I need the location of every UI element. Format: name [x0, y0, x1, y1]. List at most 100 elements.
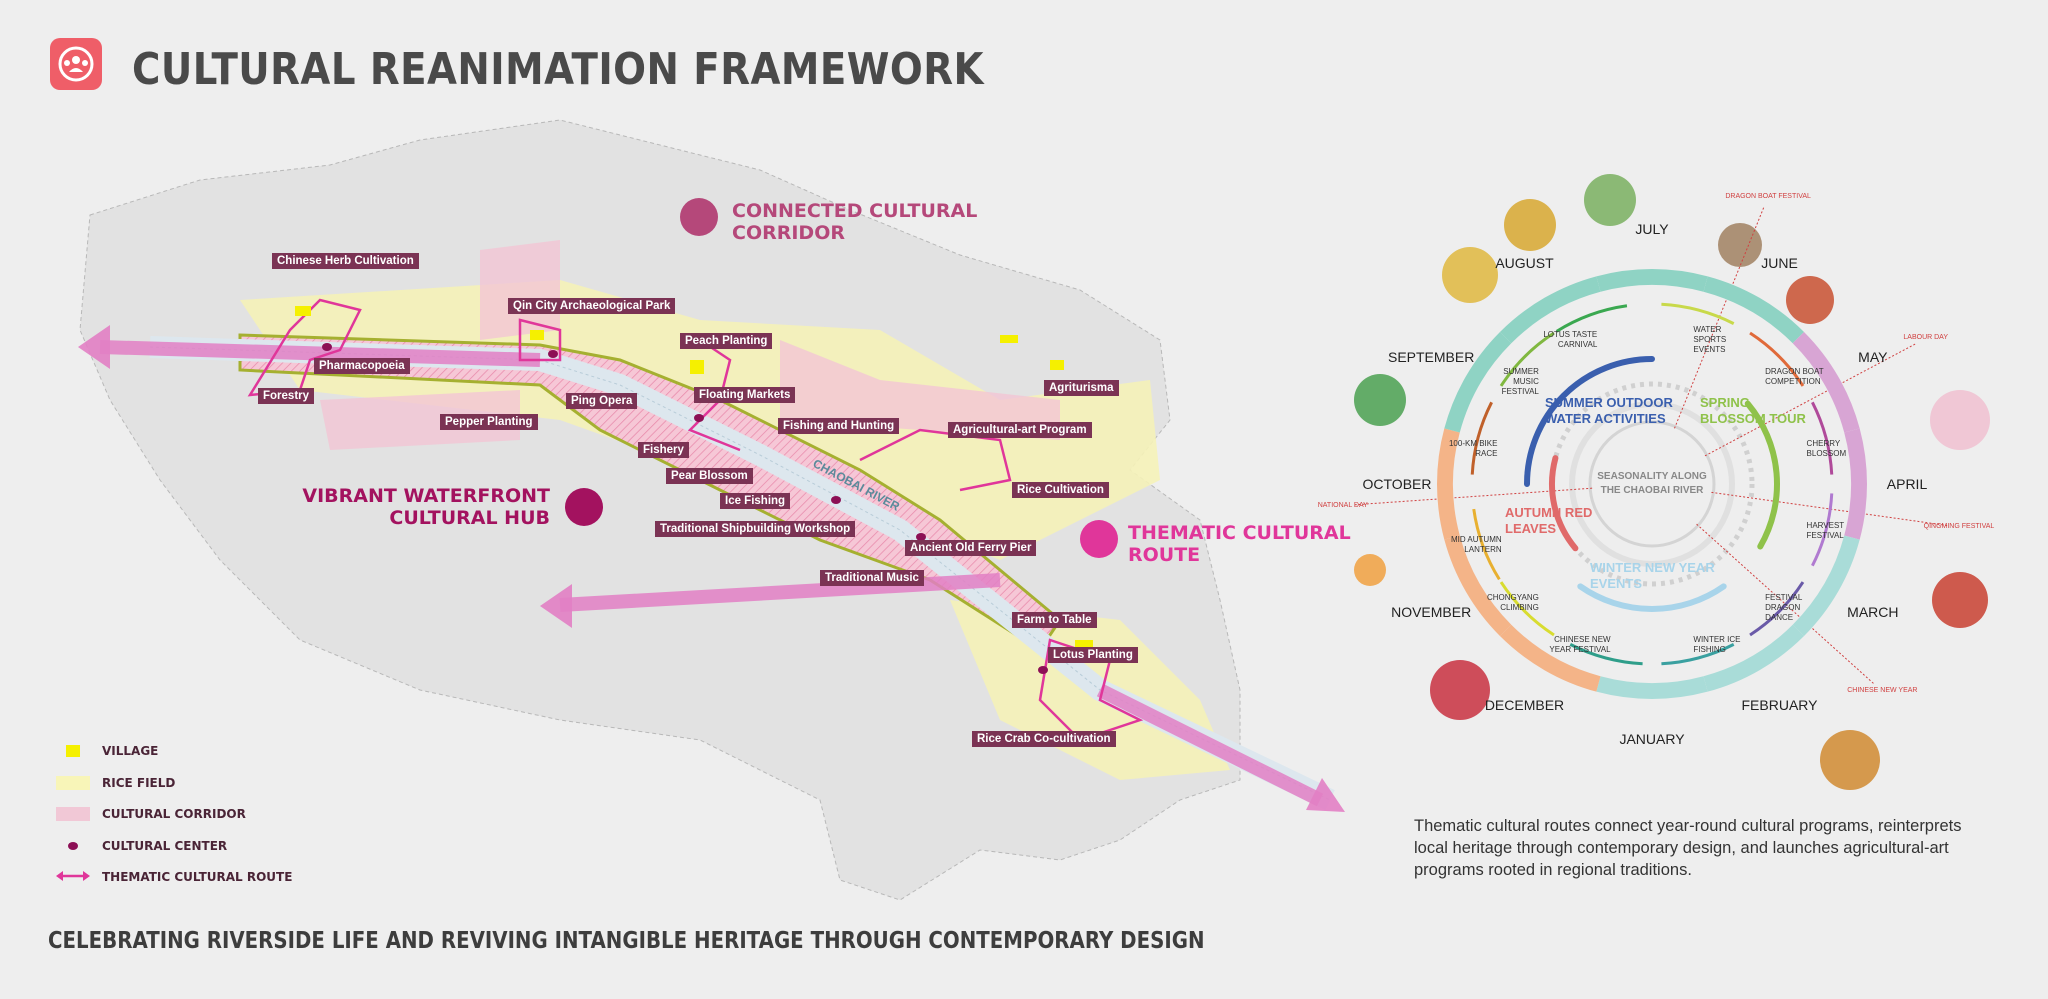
event-label: HARVEST FESTIVAL — [1806, 521, 1845, 541]
route-arrowhead — [1306, 778, 1345, 812]
holiday-label: DRAGON BOAT FESTIVAL — [1725, 192, 1811, 200]
map-label[interactable]: Pharmacopoeia — [314, 358, 410, 374]
map-label[interactable]: Ice Fishing — [720, 493, 791, 509]
map-label[interactable]: Peach Planting — [680, 333, 773, 349]
theme-label: AUTUMN RED LEAVES — [1505, 505, 1593, 536]
map-label[interactable]: Traditional Music — [820, 570, 924, 586]
event-arc — [1555, 304, 1628, 333]
month-label: OCTOBER — [1362, 476, 1432, 492]
map-label[interactable]: Ancient Old Ferry Pier — [905, 540, 1037, 556]
event-arc — [1499, 331, 1555, 387]
map-label[interactable]: Rice Crab Co-cultivation — [972, 731, 1116, 747]
field-road-icon — [680, 198, 718, 236]
event-arc — [1499, 581, 1555, 637]
holiday-line — [1704, 342, 1918, 457]
theme-arc — [1549, 455, 1579, 552]
month-band — [1844, 428, 1868, 540]
month-label: DECEMBER — [1484, 696, 1565, 713]
holiday-line — [1696, 523, 1876, 686]
theme-arc — [1524, 356, 1655, 487]
double-arrow-icon — [56, 869, 90, 883]
month-band — [1703, 276, 1805, 344]
map-label[interactable]: Ping Opera — [566, 393, 638, 409]
month-label: MARCH — [1847, 603, 1899, 620]
route-arrowhead — [540, 584, 572, 628]
page-subtitle: CELEBRATING RIVERSIDE LIFE AND REVIVING … — [48, 928, 1205, 954]
map-label[interactable]: Chinese Herb Cultivation — [272, 253, 419, 269]
month-label: APRIL — [1886, 476, 1928, 492]
holiday-line — [1711, 491, 1950, 527]
event-label: FESTIVAL DRAGON DANCE — [1765, 593, 1803, 623]
month-band — [1436, 428, 1460, 540]
description-text: Thematic cultural routes connect year-ro… — [1414, 817, 1962, 879]
holiday-label: LABOUR DAY — [1903, 334, 1949, 342]
month-label: JUNE — [1761, 255, 1798, 272]
event-label: CHERRY BLOSSOM — [1806, 438, 1847, 458]
theme-arc — [1577, 583, 1727, 612]
corridor-heading: CONNECTED CULTURAL CORRIDOR — [732, 200, 978, 244]
month-label: JANUARY — [1619, 731, 1685, 747]
map-label[interactable]: Fishing and Hunting — [778, 418, 900, 434]
event-label: DRAGON BOAT COMPETITION — [1765, 366, 1824, 386]
map-label[interactable]: Farm to Table — [1012, 612, 1097, 628]
event-arc — [1472, 508, 1501, 581]
people-group-icon — [50, 38, 102, 90]
holiday-label: CHINESE NEW YEAR — [1847, 687, 1918, 695]
map-label[interactable]: Qin City Archaeological Park — [508, 298, 676, 314]
event-label: SUMMER MUSIC FESTIVAL — [1501, 366, 1539, 396]
holiday-label: NATIONAL DAY — [1317, 501, 1368, 509]
map-label[interactable]: Agricultural-art Program — [948, 422, 1092, 438]
month-label: FEBRUARY — [1741, 696, 1818, 713]
map-label[interactable]: Fishery — [638, 442, 689, 458]
holiday-line — [1674, 205, 1765, 429]
map-label[interactable]: Pear Blossom — [666, 468, 753, 484]
month-band — [1596, 269, 1708, 292]
route-pin-icon — [1080, 520, 1118, 558]
event-arc — [1569, 643, 1643, 666]
event-arc — [1661, 302, 1735, 325]
holiday-label: QINGMING FESTIVAL — [1923, 523, 1995, 531]
map-label[interactable]: Agriturisma — [1044, 380, 1119, 396]
fan-icon — [565, 488, 603, 526]
month-band — [1499, 624, 1601, 692]
theme-arc — [1744, 400, 1780, 550]
event-arc — [1470, 401, 1493, 475]
event-label: WINTER ICE FISHING — [1693, 634, 1741, 654]
map-label[interactable]: Rice Cultivation — [1012, 482, 1109, 498]
event-arc — [1811, 493, 1834, 567]
cultural-corridor — [320, 240, 1060, 450]
event-arc — [1749, 581, 1805, 637]
map-label[interactable]: Forestry — [258, 388, 315, 404]
event-label: LOTUS TASTE CARNIVAL — [1543, 329, 1598, 349]
hub-heading: VIBRANT WATERFRONT CULTURAL HUB — [302, 485, 550, 529]
month-band — [1596, 676, 1708, 699]
event-label: CHINESE NEW YEAR FESTIVAL — [1549, 634, 1611, 654]
theme-label: WINTER NEW YEAR EVENTS — [1590, 560, 1715, 591]
event-label: CHONGYANG CLIMBING — [1487, 593, 1539, 613]
month-band — [1703, 624, 1805, 692]
event-label: 100-KM BIKE RACE — [1448, 438, 1498, 458]
event-label: WATER SPORTS EVENTS — [1693, 325, 1727, 355]
map-label[interactable]: Lotus Planting — [1048, 647, 1138, 663]
month-band — [1444, 331, 1512, 433]
route-arrows — [99, 340, 1324, 807]
month-label: NOVEMBER — [1391, 603, 1472, 620]
theme-label: SPRING BLOSSOM TOUR — [1700, 395, 1806, 426]
month-band — [1444, 535, 1512, 637]
month-label: AUGUST — [1495, 255, 1554, 272]
map-label[interactable]: Floating Markets — [694, 387, 796, 403]
wheel-center-title: THE CHAOBAI RIVER — [1601, 485, 1705, 496]
event-label: MID AUTUMN LANTERN — [1450, 534, 1502, 554]
map-label[interactable]: Pepper Planting — [440, 414, 538, 430]
month-label: SEPTEMBER — [1387, 348, 1475, 365]
event-arc — [1811, 401, 1834, 475]
route-heading: THEMATIC CULTURAL ROUTE — [1128, 522, 1351, 566]
map-label[interactable]: Traditional Shipbuilding Workshop — [655, 521, 856, 537]
month-label: MAY — [1858, 348, 1888, 365]
month-band — [1792, 331, 1860, 433]
event-arc — [1661, 643, 1735, 666]
wheel-center-title: SEASONALITY ALONG — [1597, 471, 1707, 482]
month-band — [1499, 276, 1601, 344]
